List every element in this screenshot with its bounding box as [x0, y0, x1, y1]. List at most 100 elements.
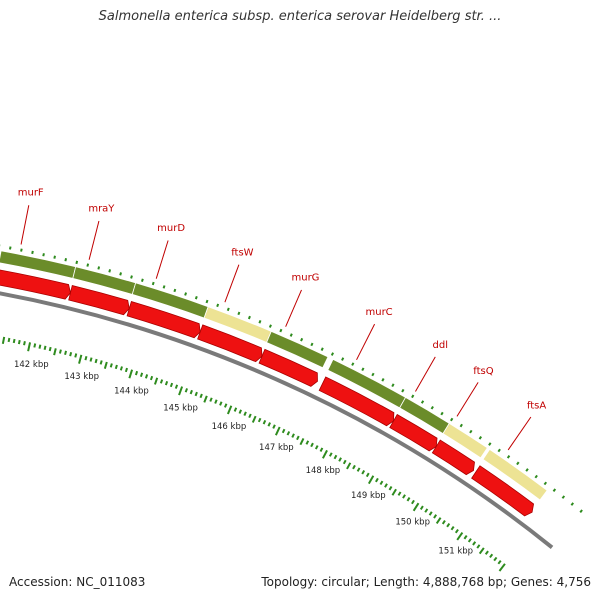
cds-arrow-ftsW[interactable] [197, 324, 263, 363]
gene-track-tick [411, 394, 415, 399]
scale-tick [391, 488, 397, 496]
gene-track-tick [543, 481, 548, 486]
gene-label-ddl[interactable]: ddl [433, 340, 448, 351]
scale-tick [53, 348, 57, 356]
gene-labels[interactable]: murF mraY murD ftsW murG murC ddl ftsQ ftsA [18, 187, 547, 451]
gene-track-tick [20, 248, 23, 252]
scale-tick [219, 401, 223, 406]
gene-block-ftsQ[interactable] [442, 422, 488, 459]
gene-block-murG[interactable] [266, 330, 329, 369]
gene-track-tick [371, 372, 375, 377]
scale-tick [233, 407, 238, 412]
scale-tick [472, 541, 477, 546]
gene-track-tick [579, 509, 583, 513]
scale-tick [379, 480, 384, 486]
gene-track-tick [184, 292, 188, 296]
gene-label-mraY[interactable]: mraY [88, 203, 115, 214]
gene-label-ftsQ[interactable]: ftsQ [473, 366, 493, 377]
gene-track-tick [130, 275, 133, 279]
scale-tick [310, 442, 314, 448]
scale-tick [497, 560, 502, 565]
scale-tick [74, 353, 78, 358]
scale-ticks [0, 336, 506, 572]
scale-tick [153, 377, 159, 385]
scale-tick [356, 467, 361, 472]
cds-track[interactable] [0, 269, 535, 517]
scale-tick [338, 457, 342, 462]
gene-track-tick [194, 295, 198, 300]
scale-label-146: 146 kbp [212, 422, 247, 432]
gene-track-tick [162, 285, 166, 289]
gene-track-tick [151, 281, 155, 286]
gene-ticks [0, 244, 583, 513]
scale-tick [467, 538, 472, 543]
gene-track-tick [300, 337, 304, 342]
gene-track-tick [497, 448, 501, 453]
gene-track-tick [450, 417, 454, 422]
cds-arrow-murD[interactable] [126, 300, 201, 339]
gene-track-tick [516, 461, 520, 466]
gene-block-ftsA[interactable] [482, 448, 548, 501]
scale-tick [149, 375, 154, 381]
gene-label-murD[interactable]: murD [157, 223, 185, 234]
gene-leader-ftsW [224, 264, 240, 303]
gene-label-murG[interactable]: murG [291, 273, 319, 284]
scale-tick [99, 360, 103, 365]
scale-tick [243, 411, 247, 416]
gene-track[interactable] [0, 250, 548, 501]
cds-arrow-ddl[interactable] [389, 413, 438, 452]
cds-arrow-murG[interactable] [258, 348, 318, 387]
gene-leader-murD [155, 240, 169, 279]
scale-tick [48, 346, 52, 352]
scale-label-151: 151 kbp [438, 547, 473, 557]
scale-tick [89, 357, 93, 362]
gene-label-murC[interactable]: murC [365, 307, 392, 318]
gene-track-tick [97, 266, 101, 270]
scale-tick [305, 440, 310, 445]
scale-tick [128, 369, 134, 379]
gene-label-ftsW[interactable]: ftsW [231, 247, 253, 258]
scale-tick [144, 374, 149, 379]
scale-tick [226, 405, 233, 415]
scale-tick [103, 361, 108, 369]
scale-tick [402, 494, 406, 499]
scale-tick [78, 354, 83, 364]
cds-arrow-ftsA[interactable] [471, 465, 535, 517]
gene-track-tick [31, 250, 34, 255]
cds-arrow-murC[interactable] [318, 376, 395, 427]
scale-tick [342, 459, 347, 465]
cds-arrow-murF[interactable] [0, 269, 71, 300]
gene-track-tick [310, 342, 314, 347]
genome-backbone [0, 291, 554, 549]
scale-tick [164, 380, 169, 386]
gene-track-tick [525, 468, 529, 472]
scale-label-147: 147 kbp [259, 443, 294, 453]
scale-tick [251, 415, 257, 423]
scale-tick [433, 514, 438, 519]
gene-track-tick [173, 288, 177, 293]
scale-tick [159, 379, 164, 384]
gene-leader-ddl [415, 356, 436, 392]
gene-track-tick [552, 488, 557, 493]
gene-track-tick [64, 258, 68, 262]
cds-arrow-ftsQ[interactable] [431, 439, 475, 476]
scale-tick [124, 367, 128, 373]
accession-text: Accession: NC_011083 [9, 575, 146, 589]
cds-arrow-mraY[interactable] [68, 284, 130, 316]
scale-tick [12, 338, 16, 344]
scale-tick [262, 419, 267, 425]
scale-tick [441, 520, 446, 525]
gene-label-ftsA[interactable]: ftsA [527, 401, 546, 412]
scale-tick [169, 382, 174, 388]
scale-tick [184, 388, 189, 393]
gene-track-tick [86, 263, 90, 267]
gene-label-murF[interactable]: murF [18, 187, 44, 198]
scale-tick [43, 345, 47, 351]
gene-leader-murC [356, 323, 376, 361]
scale-tick [94, 358, 98, 364]
scale-tick [114, 364, 118, 370]
gene-track-tick [289, 333, 293, 337]
scale-tick [214, 399, 218, 404]
